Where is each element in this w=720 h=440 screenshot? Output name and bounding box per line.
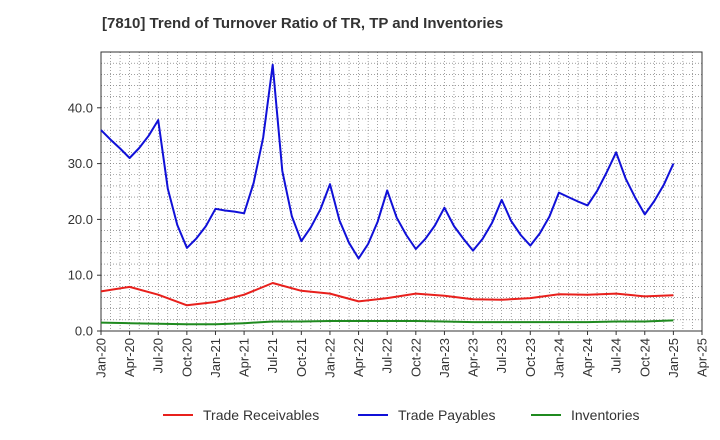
inventories-line: [100, 319, 674, 326]
inventories-legend-label: Inventories: [571, 407, 639, 423]
x-tick-label: Oct-20: [179, 338, 194, 377]
x-tick-label: Jul-21: [265, 338, 280, 373]
series-lines: [100, 63, 675, 326]
x-tick-label: Oct-24: [637, 338, 652, 377]
y-tick-label: 40.0: [68, 100, 93, 115]
x-tick-label: Apr-24: [580, 338, 595, 377]
trade-payables-line: [100, 63, 675, 260]
x-tick-label: Oct-23: [523, 338, 538, 377]
trade-receivables-line: [100, 282, 674, 307]
legend: Trade Receivables Trade Payables Inventori…: [163, 407, 639, 423]
y-axis-ticks: 0.0 10.0 20.0 30.0 40.0: [68, 100, 101, 339]
x-tick-label: Jan-21: [208, 338, 223, 378]
chart-title: [7810] Trend of Turnover Ratio of TR, TP…: [102, 15, 504, 32]
trade-payables-legend-label: Trade Payables: [398, 407, 496, 423]
y-tick-label: 30.0: [68, 156, 93, 171]
x-tick-label: Oct-22: [408, 338, 423, 377]
x-tick-label: Apr-23: [466, 338, 481, 377]
plot-background: [101, 52, 702, 331]
horizontal-gridlines: [101, 62, 702, 321]
y-tick-label: 0.0: [75, 324, 93, 339]
x-tick-label: Jul-20: [151, 338, 166, 373]
x-tick-label: Jul-24: [609, 338, 624, 373]
x-tick-label: Apr-25: [695, 338, 710, 377]
x-tick-label: Jul-23: [494, 338, 509, 373]
x-tick-label: Jan-23: [437, 338, 452, 378]
x-tick-label: Jul-22: [380, 338, 395, 373]
x-tick-label: Jan-24: [551, 338, 566, 378]
x-tick-label: Jan-25: [666, 338, 681, 378]
x-tick-label: Oct-21: [294, 338, 309, 377]
x-tick-label: Apr-22: [351, 338, 366, 377]
plot-frame: [100, 51, 703, 332]
y-tick-label: 10.0: [68, 268, 93, 283]
x-tick-label: Jan-20: [94, 338, 109, 378]
x-tick-label: Jan-22: [322, 338, 337, 378]
y-tick-label: 20.0: [68, 212, 93, 227]
x-axis-ticks: Jan-20 Apr-20 Jul-20 Oct-20 Jan-21 Apr-21 Jul-…: [94, 331, 710, 378]
trade-receivables-legend-label: Trade Receivables: [203, 407, 319, 423]
x-tick-label: Apr-20: [122, 338, 137, 377]
x-tick-label: Apr-21: [237, 338, 252, 377]
